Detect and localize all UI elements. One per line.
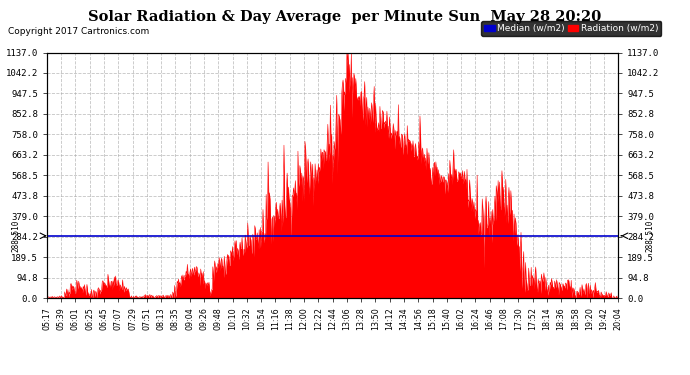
Text: 288.510: 288.510 — [11, 220, 20, 252]
Legend: Median (w/m2), Radiation (w/m2): Median (w/m2), Radiation (w/m2) — [481, 21, 661, 36]
Text: Copyright 2017 Cartronics.com: Copyright 2017 Cartronics.com — [8, 27, 150, 36]
Text: Solar Radiation & Day Average  per Minute Sun  May 28 20:20: Solar Radiation & Day Average per Minute… — [88, 10, 602, 24]
Text: 288.510: 288.510 — [645, 220, 654, 252]
